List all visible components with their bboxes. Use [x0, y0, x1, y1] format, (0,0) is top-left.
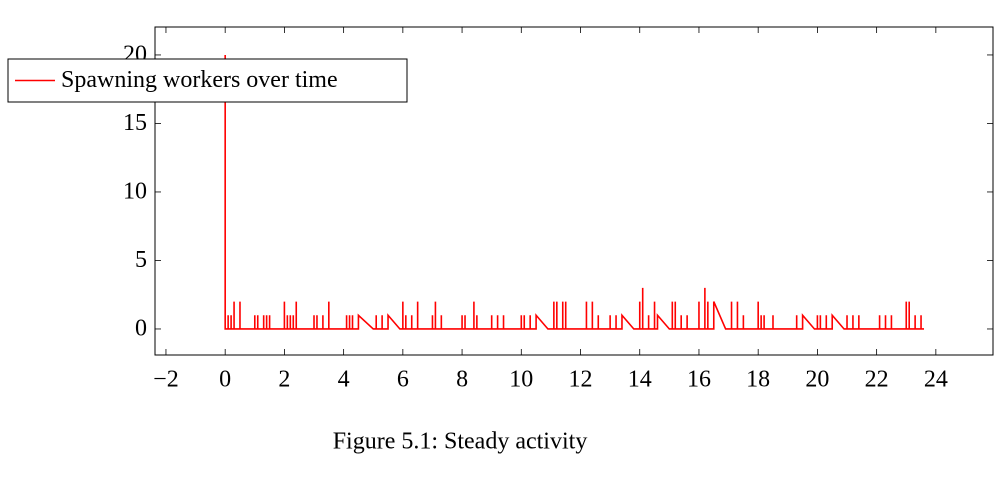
x-tick-label: 22: [865, 367, 889, 393]
x-tick-label: 4: [338, 367, 350, 393]
x-tick-label: 8: [456, 367, 468, 393]
legend-box: [7, 58, 408, 103]
x-tick-label: 18: [746, 367, 770, 393]
x-tick-label: 10: [509, 367, 533, 393]
y-tick-label: 0: [135, 315, 147, 341]
x-tick-label: 12: [569, 367, 593, 393]
x-tick-label: 2: [278, 367, 290, 393]
axes-frame: [154, 26, 994, 356]
x-tick-label: 20: [805, 367, 829, 393]
x-tick-label: 16: [687, 367, 711, 393]
y-tick-label: 10: [123, 178, 147, 204]
x-tick-label: 0: [219, 367, 231, 393]
y-tick-label: 15: [123, 110, 147, 136]
data-line: [224, 54, 925, 330]
x-tick-label: 24: [924, 367, 948, 393]
legend-label: Spawning workers over time: [61, 67, 338, 93]
y-tick-label: 5: [135, 247, 147, 273]
x-tick-label: −2: [153, 367, 179, 393]
x-tick-label: 6: [397, 367, 409, 393]
caption: Figure 5.1: Steady activity: [333, 429, 588, 455]
x-tick-label: 14: [628, 367, 652, 393]
